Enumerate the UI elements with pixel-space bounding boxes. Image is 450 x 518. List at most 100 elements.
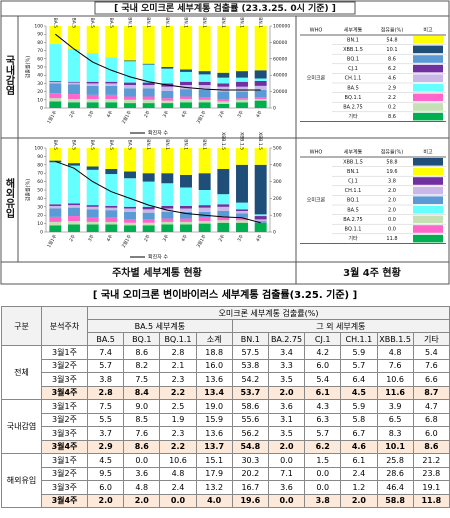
bar-segment bbox=[236, 81, 248, 87]
bar-segment bbox=[142, 88, 155, 97]
bar-segment bbox=[161, 218, 174, 222]
bar-segment bbox=[198, 71, 211, 75]
bar-segment bbox=[105, 207, 118, 211]
bar-segment bbox=[161, 68, 174, 84]
bar-segment bbox=[68, 102, 80, 108]
bar-segment bbox=[68, 48, 80, 82]
bar-segment bbox=[142, 225, 155, 232]
value-cell: 2.9 bbox=[86, 439, 125, 454]
color-swatch bbox=[413, 177, 443, 185]
bar-segment bbox=[161, 98, 174, 101]
bar-segment bbox=[68, 148, 80, 164]
table-cell: 4.6 bbox=[388, 76, 396, 82]
bar-segment bbox=[124, 148, 136, 172]
bar-segment bbox=[254, 97, 267, 99]
header-cell: BQ.1 bbox=[123, 332, 161, 346]
table-header: WHO bbox=[310, 150, 323, 156]
bar-label: BN.1 bbox=[220, 17, 226, 28]
bar-segment bbox=[161, 173, 174, 184]
bar-segment bbox=[161, 211, 174, 219]
legend-label: 확진자 수 bbox=[148, 254, 168, 261]
value-cell: 8.6 bbox=[123, 439, 161, 454]
week-cell: 3월1주 bbox=[41, 345, 88, 360]
value-cell: 11.6 bbox=[376, 385, 414, 400]
data-row: 3월4주 2.9 8.6 2.2 13.7 54.8 2.0 6.2 4.6 10.1 8.6 bbox=[2, 439, 450, 454]
value-cell: 5.9 bbox=[340, 399, 378, 414]
detail-title: [ 국내 오미크론 변이바이러스 세부계통 검출률(3.25. 기준) ] bbox=[92, 290, 358, 301]
value-cell: 16.0 bbox=[195, 358, 233, 373]
bar-segment bbox=[86, 224, 99, 232]
y-tick-label: 30 bbox=[37, 81, 43, 87]
bar-segment bbox=[254, 100, 267, 108]
table-cell: BQ.1.1 bbox=[345, 227, 362, 233]
value-cell: 3.3 bbox=[267, 358, 306, 373]
value-cell: 2.1 bbox=[159, 358, 197, 373]
color-swatch bbox=[413, 36, 443, 44]
value-cell: 5.7 bbox=[304, 426, 342, 441]
y-tick-label: 90 bbox=[37, 32, 43, 38]
bar-segment bbox=[124, 206, 136, 209]
bar-segment bbox=[254, 26, 267, 71]
bar-segment bbox=[49, 101, 62, 108]
bar-label: BN.1 bbox=[145, 17, 151, 28]
week-cell: 3월2주 bbox=[41, 466, 88, 481]
bar-segment bbox=[217, 101, 230, 104]
bar-segment bbox=[49, 93, 62, 99]
value-cell: 6.4 bbox=[340, 372, 378, 387]
bar-segment bbox=[142, 103, 155, 108]
table-cell: 3.8 bbox=[388, 179, 396, 185]
x-tick-label: 2월1주 bbox=[120, 233, 133, 249]
bar-segment bbox=[124, 178, 136, 207]
data-row: 3월3주 6.0 4.8 2.4 13.2 16.7 3.6 0.0 1.2 46.4 19.1 bbox=[2, 480, 450, 495]
x-tick-label: 4주 bbox=[255, 234, 264, 243]
bar-segment bbox=[236, 222, 248, 232]
header-cell: 기타 bbox=[412, 332, 450, 346]
bar-segment bbox=[105, 85, 118, 95]
x-tick-label: 4주 bbox=[255, 110, 264, 119]
bar-segment bbox=[142, 85, 155, 89]
data-row: 3월3주 3.8 7.5 2.3 13.6 54.2 3.5 5.4 6.4 10.6 6.6 bbox=[2, 372, 450, 387]
bar-segment bbox=[254, 148, 267, 165]
bar-label: BA.5 bbox=[89, 18, 95, 29]
header-cell: CJ.1 bbox=[304, 332, 342, 346]
y-tick-label: 80 bbox=[37, 40, 43, 46]
bar-segment bbox=[180, 224, 192, 232]
value-cell: 7.5 bbox=[86, 399, 125, 414]
bar-segment bbox=[105, 205, 118, 208]
table-cell: 기타 bbox=[348, 235, 358, 242]
value-cell: 4.5 bbox=[86, 453, 125, 468]
value-cell: 19.1 bbox=[412, 480, 450, 495]
bar-segment bbox=[68, 82, 80, 85]
bar-segment bbox=[180, 69, 192, 72]
table-header: WHO bbox=[310, 28, 323, 34]
data-row: 3월4주 2.8 8.4 2.2 13.4 53.7 2.0 6.1 4.5 11.6 8.7 bbox=[2, 385, 450, 400]
value-cell: 13.2 bbox=[195, 480, 233, 495]
week-cell: 3월3주 bbox=[41, 480, 88, 495]
table-cell: 2.9 bbox=[388, 85, 396, 91]
bar-segment bbox=[236, 220, 248, 223]
value-cell: 4.7 bbox=[412, 399, 450, 414]
color-swatch bbox=[413, 74, 443, 82]
bar-segment bbox=[49, 26, 62, 45]
value-cell: 10.6 bbox=[159, 453, 197, 468]
bar-segment bbox=[105, 217, 118, 222]
y2-tick-label: 0 bbox=[273, 230, 276, 236]
value-cell: 2.4 bbox=[340, 466, 378, 481]
color-swatch bbox=[413, 84, 443, 92]
value-cell: 6.2 bbox=[304, 439, 342, 454]
value-cell: 0.0 bbox=[267, 453, 306, 468]
value-cell: 8.4 bbox=[123, 385, 161, 400]
value-cell: 1.2 bbox=[340, 480, 378, 495]
bar-segment bbox=[254, 80, 267, 86]
value-cell: 2.3 bbox=[159, 426, 197, 441]
bar-label: BN.1 bbox=[201, 17, 207, 28]
header-row: BA.5 세부계통 그 외 세부계통 bbox=[2, 319, 450, 333]
group-cell: 국내감염 bbox=[1, 399, 42, 454]
value-cell: 7.5 bbox=[123, 372, 161, 387]
bar-segment bbox=[68, 221, 80, 225]
color-swatch bbox=[413, 112, 443, 121]
bar-segment bbox=[180, 205, 192, 209]
value-cell: 9.0 bbox=[123, 399, 161, 414]
table-cell: 8.6 bbox=[388, 114, 396, 120]
y-tick-label: 80 bbox=[37, 162, 43, 168]
